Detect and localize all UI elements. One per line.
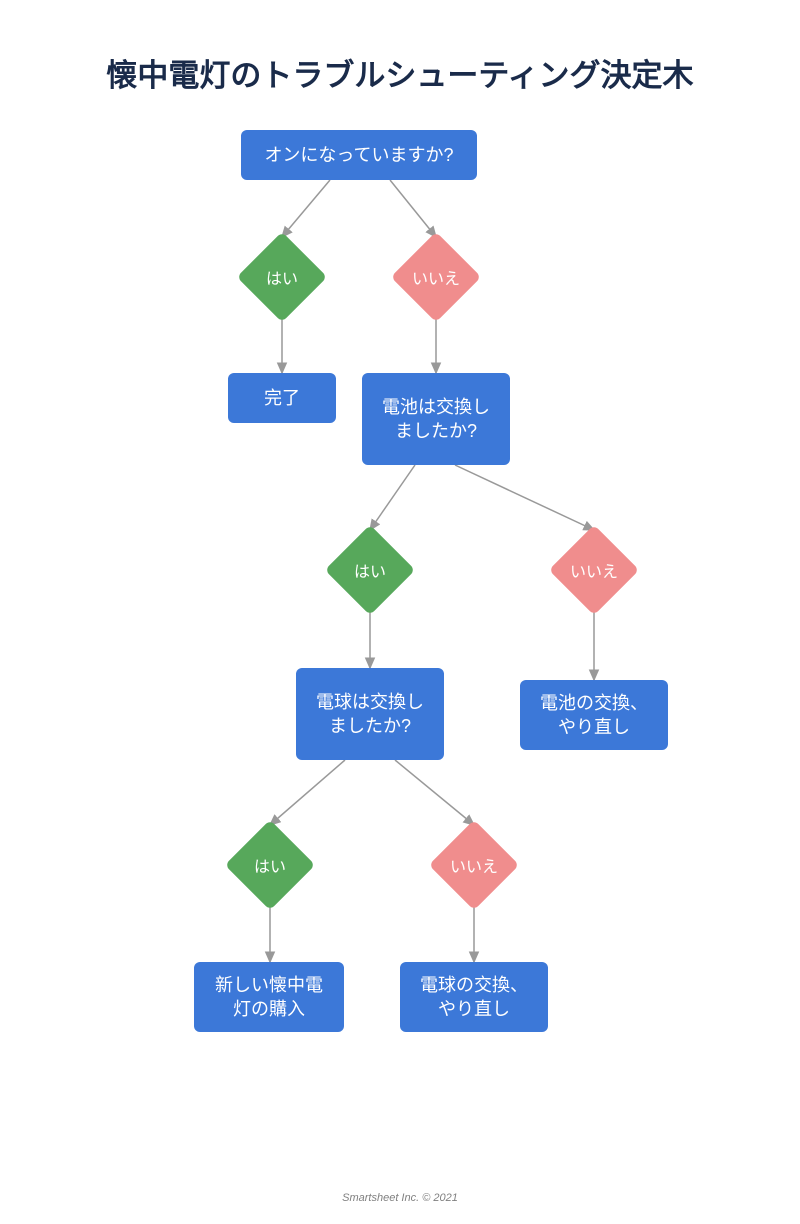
edges-layer <box>0 0 800 1224</box>
node-d1y: はい <box>250 245 314 309</box>
node-d3n: いいえ <box>442 833 506 897</box>
node-q1: オンになっていますか? <box>241 130 477 180</box>
node-d2n: いいえ <box>562 538 626 602</box>
diamond-label: いいえ <box>562 538 626 602</box>
node-r3: 新しい懐中電 灯の購入 <box>194 962 344 1032</box>
edge-9 <box>395 760 474 825</box>
node-r1: 完了 <box>228 373 336 423</box>
edge-4 <box>370 465 415 530</box>
node-r4: 電球の交換、 やり直し <box>400 962 548 1032</box>
node-q3: 電球は交換し ましたか? <box>296 668 444 760</box>
node-d2y: はい <box>338 538 402 602</box>
diamond-label: いいえ <box>404 245 468 309</box>
node-q2: 電池は交換し ましたか? <box>362 373 510 465</box>
footer-copyright: Smartsheet Inc. © 2021 <box>300 1192 500 1204</box>
node-d1n: いいえ <box>404 245 468 309</box>
node-r2: 電池の交換、 やり直し <box>520 680 668 750</box>
edge-8 <box>270 760 345 825</box>
diamond-label: いいえ <box>442 833 506 897</box>
edge-0 <box>282 180 330 237</box>
edge-1 <box>390 180 436 237</box>
diamond-label: はい <box>338 538 402 602</box>
page-title: 懐中電灯のトラブルシューティング決定木 <box>50 50 750 95</box>
diamond-label: はい <box>250 245 314 309</box>
node-d3y: はい <box>238 833 302 897</box>
diamond-label: はい <box>238 833 302 897</box>
edge-5 <box>455 465 594 530</box>
